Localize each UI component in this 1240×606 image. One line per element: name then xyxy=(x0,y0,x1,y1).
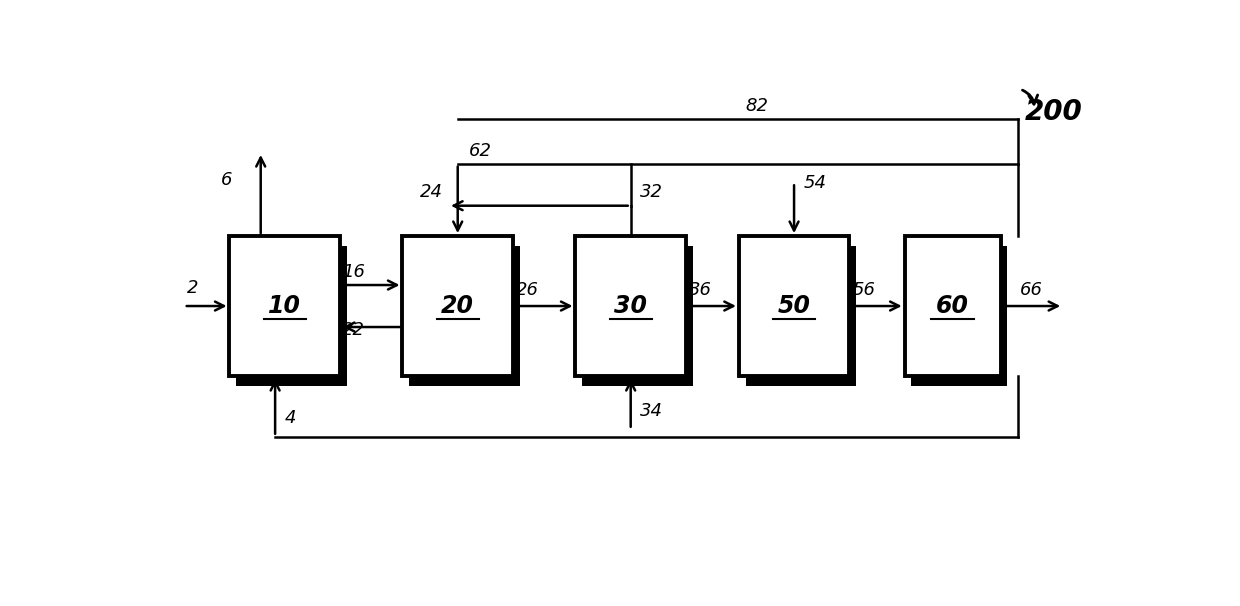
Text: 2: 2 xyxy=(187,279,198,297)
Text: 62: 62 xyxy=(469,142,492,160)
Bar xyxy=(409,246,520,386)
Bar xyxy=(745,246,856,386)
Text: 26: 26 xyxy=(516,281,539,299)
Text: 54: 54 xyxy=(804,174,827,191)
Text: 20: 20 xyxy=(441,294,474,318)
Text: 4: 4 xyxy=(285,409,296,427)
Text: 30: 30 xyxy=(614,294,647,318)
Bar xyxy=(236,246,347,386)
Text: 50: 50 xyxy=(777,294,811,318)
Text: 56: 56 xyxy=(852,281,875,299)
Text: 10: 10 xyxy=(268,294,301,318)
Text: 22: 22 xyxy=(342,321,365,339)
Text: 60: 60 xyxy=(936,294,970,318)
Bar xyxy=(403,236,513,376)
Bar xyxy=(739,236,849,376)
Bar xyxy=(582,246,693,386)
Text: 66: 66 xyxy=(1019,281,1043,299)
Bar xyxy=(575,236,686,376)
Text: 34: 34 xyxy=(640,402,663,421)
Bar xyxy=(911,246,1007,386)
Bar xyxy=(229,236,340,376)
Text: 24: 24 xyxy=(420,183,444,201)
Text: 200: 200 xyxy=(1024,98,1083,127)
Text: 6: 6 xyxy=(221,171,232,189)
Bar xyxy=(904,236,1001,376)
Text: 82: 82 xyxy=(745,97,769,115)
Text: 36: 36 xyxy=(689,281,712,299)
Text: 32: 32 xyxy=(640,183,663,201)
Text: 16: 16 xyxy=(342,263,365,281)
